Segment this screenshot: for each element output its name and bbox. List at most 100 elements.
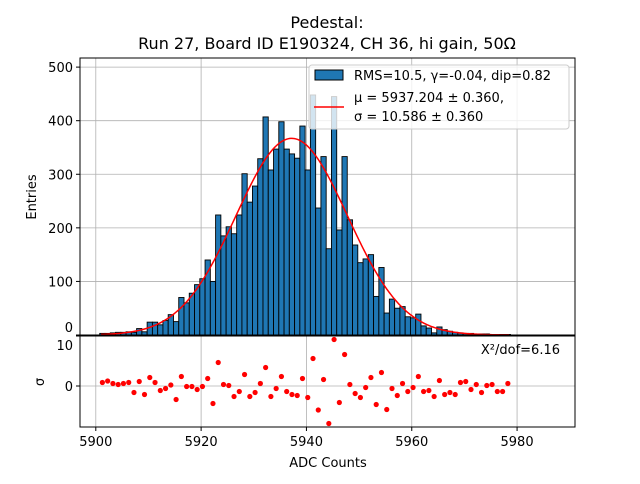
residual-point [294, 392, 300, 399]
histogram-bar [283, 148, 290, 336]
histogram-bar [420, 325, 427, 336]
y-tick-label: 100 [48, 275, 73, 290]
legend-label-histogram: RMS=10.5, γ=-0.04, dip=0.82 [354, 69, 551, 84]
y-tick-label: 400 [48, 115, 73, 130]
residual-point [320, 376, 327, 383]
residual-point [357, 394, 364, 401]
histogram-bar [199, 278, 206, 336]
residual-point [210, 400, 216, 407]
residual-point [231, 393, 237, 400]
residual-point [310, 355, 316, 362]
residual-point [147, 374, 153, 381]
histogram-bar [409, 317, 417, 336]
x-axis-label: ADC Counts [289, 456, 367, 471]
residual-point [421, 388, 427, 395]
histogram-bar [236, 214, 243, 336]
histogram-bar [346, 219, 353, 336]
chi2-annotation: X²/dof=6.16 [481, 343, 560, 358]
residual-point [284, 388, 290, 395]
residual-point [431, 393, 437, 400]
residual-point [384, 406, 390, 413]
residual-point [347, 381, 353, 388]
histogram-bar [330, 96, 338, 336]
y-axis-label-entries: Entries [25, 174, 40, 220]
histogram-bar [425, 327, 432, 336]
y-tick-label: 200 [48, 222, 73, 237]
histogram-bar [273, 148, 280, 336]
x-tick-label: 5960 [395, 435, 428, 450]
x-tick-label: 5920 [185, 435, 218, 450]
residual-point [215, 359, 221, 366]
histogram-bar [157, 324, 164, 336]
residual-point [168, 382, 174, 388]
x-tick-label: 5940 [290, 435, 323, 450]
histogram-bar [404, 316, 411, 336]
histogram-bar [415, 313, 422, 336]
residual-point [499, 388, 506, 395]
residual-point [410, 384, 416, 391]
residual-point [336, 399, 342, 406]
residual-point [484, 382, 490, 389]
residual-point [257, 380, 263, 387]
residual-point [305, 394, 311, 401]
histogram-bar [304, 169, 311, 336]
residual-point [363, 384, 369, 391]
residual-point [194, 386, 200, 393]
histogram-bar [183, 302, 190, 336]
histogram-bar [173, 321, 180, 336]
histogram-bar [209, 280, 217, 336]
residual-point [199, 383, 206, 390]
chart-title-line2: Run 27, Board ID E190324, CH 36, hi gain… [138, 34, 516, 53]
residual-point [442, 391, 448, 398]
residual-point [131, 389, 137, 396]
y-axis-label-sigma: σ [33, 378, 48, 386]
legend-box [308, 64, 570, 130]
residual-point [263, 364, 269, 371]
residual-point [141, 391, 148, 398]
y-tick-label: 0 [65, 380, 73, 395]
residual-frame [79, 335, 576, 428]
residual-point [252, 389, 258, 396]
y-tick-label: 10 [56, 339, 73, 354]
residual-point [478, 389, 485, 396]
residual-point [184, 383, 190, 390]
gaussian-fit-line [101, 137, 510, 336]
histogram-bar [257, 158, 264, 336]
residual-point [152, 379, 158, 386]
x-tick-label: 5980 [501, 435, 534, 450]
histogram-bar [373, 295, 380, 336]
residual-point [468, 386, 474, 393]
histogram-bar [267, 169, 274, 336]
residual-point [278, 373, 285, 380]
histogram-bar [336, 229, 343, 336]
residual-point [273, 385, 279, 392]
residual-point [157, 387, 163, 394]
residual-point [105, 378, 111, 384]
histogram-bar [194, 284, 201, 336]
residual-point [457, 379, 464, 386]
histogram-bar [230, 233, 238, 336]
histogram-bar [262, 116, 269, 336]
legend-patch-histogram [314, 69, 344, 81]
histogram-bar [294, 157, 301, 336]
histogram-bar [220, 235, 227, 336]
histogram-bar [299, 125, 306, 336]
histogram-bar [352, 244, 359, 336]
chart-title-line1: Pedestal: [290, 13, 363, 32]
residual-point [494, 388, 500, 395]
residual-point [110, 380, 116, 387]
residual-point [342, 351, 348, 358]
residual-point [436, 377, 443, 384]
histogram-bar [309, 94, 317, 336]
residual-point [399, 380, 406, 387]
residual-axes: 0 10 5900 5920 5940 5960 5980 [56, 335, 576, 450]
residual-point [189, 383, 195, 390]
residual-point [378, 369, 385, 376]
legend: RMS=10.5, γ=-0.04, dip=0.82 μ = 5937.204… [308, 64, 570, 130]
residual-point [463, 378, 469, 385]
legend-label-fit-sigma: σ = 10.586 ± 0.360 [354, 110, 483, 125]
residual-point [126, 379, 132, 386]
histogram-bar [320, 156, 327, 336]
histogram-bar [394, 307, 401, 336]
